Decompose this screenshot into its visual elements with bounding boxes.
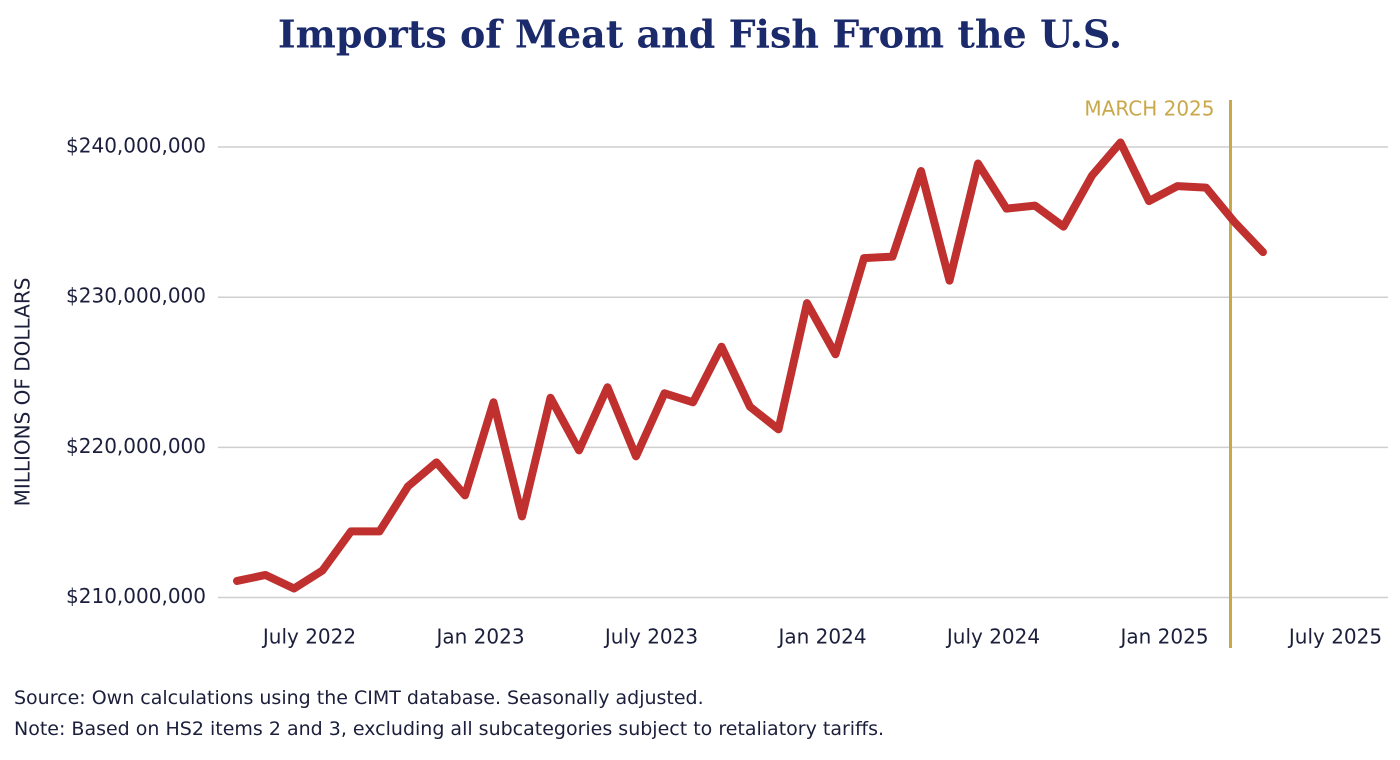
x-tick-label: July 2025 — [1287, 625, 1382, 649]
y-tick-label: $230,000,000 — [66, 284, 206, 308]
x-tick-label: Jan 2023 — [434, 625, 524, 649]
y-tick-label: $240,000,000 — [66, 134, 206, 158]
x-tick-label: Jan 2025 — [1118, 625, 1208, 649]
source: Source: Own calculations using the CIMT … — [14, 687, 704, 709]
x-tick-label: Jan 2024 — [776, 625, 866, 649]
x-tick-label: July 2024 — [945, 625, 1040, 649]
note: Note: Based on HS2 items 2 and 3, exclud… — [14, 718, 884, 740]
y-tick-label: $220,000,000 — [66, 434, 206, 458]
y-axis-label: MILLIONS OF DOLLARS — [11, 278, 35, 507]
marker-label: MARCH 2025 — [1084, 97, 1214, 121]
chart-title: Imports of Meat and Fish From the U.S. — [278, 12, 1122, 57]
x-tick-label: July 2022 — [261, 625, 356, 649]
x-tick-label: July 2023 — [603, 625, 698, 649]
y-tick-label: $210,000,000 — [66, 584, 206, 608]
line — [233, 138, 1267, 593]
